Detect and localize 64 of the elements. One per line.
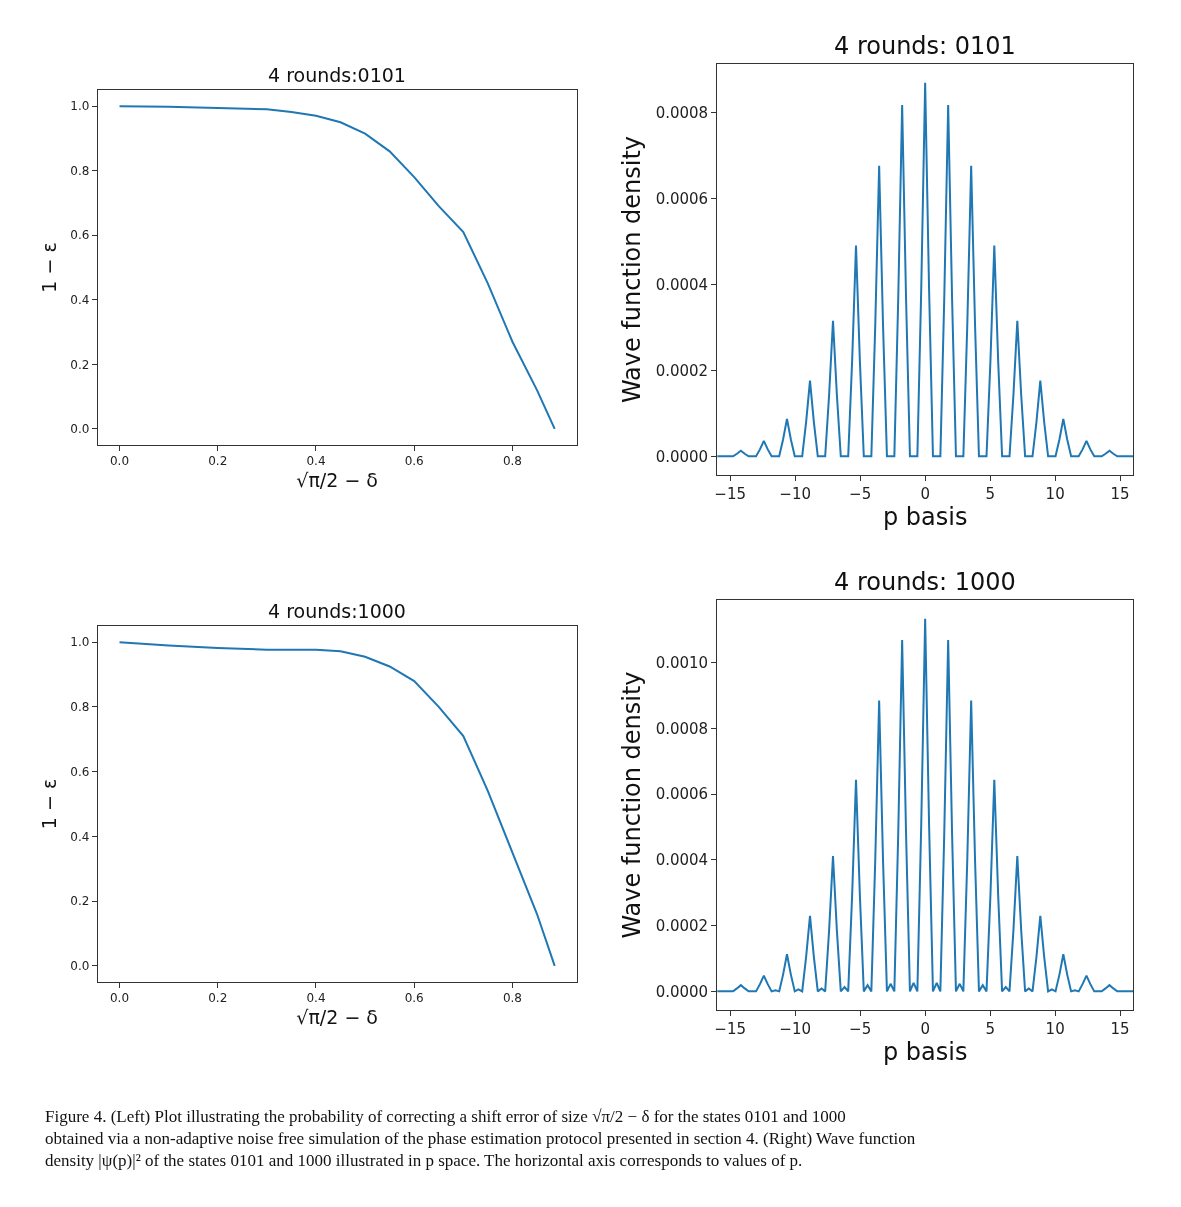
x-tick-label: −15	[714, 1020, 747, 1038]
x-tick-label: 0.6	[404, 991, 424, 1006]
caption: Figure 4. (Left) Plot illustrating the probability of correcting a shift error of size √π/2 − δ for the states 0101 and 1000 obtained via a non-adaptive noise free simulation of the phase estimation protocol presented in section 4. (Right) Wave function density |ψ(p)|² of the states 0101 and 1000 illustrated in p space. The horizontal axis corresponds to values of p.	[45, 1107, 916, 1171]
x-tick-label: 10	[1045, 1020, 1065, 1038]
x-tick-label: 15	[1110, 485, 1130, 503]
y-tick-label: 0.6	[70, 228, 90, 243]
y-axis-title: Wave function density	[617, 135, 646, 404]
y-axis-title: 1 − ε	[38, 242, 61, 293]
line-series	[118, 105, 556, 430]
y-axis-title: Wave function density	[617, 671, 646, 939]
y-tick-label: 0.0000	[655, 447, 709, 466]
x-tick-label: 0.0	[109, 454, 130, 469]
x-tick-label: −5	[849, 485, 872, 503]
y-tick-label: 0.0000	[655, 982, 709, 1001]
y-tick-label: 0.4	[70, 829, 90, 844]
x-tick-label: 0.2	[208, 991, 228, 1006]
x-tick-label: 0.8	[502, 991, 522, 1006]
x-tick-label: 0.6	[404, 454, 424, 469]
line-series	[717, 617, 1134, 993]
chart-title: 4 rounds:0101	[268, 64, 406, 86]
y-tick-label: 0.0010	[655, 654, 709, 673]
x-tick-label: 15	[1110, 1020, 1130, 1038]
chart-title: 4 rounds:1000	[268, 600, 406, 622]
y-tick-label: 0.4	[70, 292, 90, 307]
y-tick-label: 0.6	[70, 764, 90, 779]
x-tick-label: 5	[985, 485, 995, 503]
x-axis-title: p basis	[882, 1038, 968, 1067]
x-axis-title: √π/2 − δ	[296, 469, 378, 492]
y-tick-label: 1.0	[70, 635, 90, 650]
x-tick-label: −10	[779, 1020, 811, 1038]
y-tick-label: 0.0006	[655, 785, 709, 804]
x-tick-label: −15	[714, 485, 747, 503]
line-series	[118, 641, 556, 967]
y-tick-label: 0.0008	[655, 719, 709, 738]
x-axis-title: p basis	[882, 503, 968, 532]
x-tick-label: 5	[985, 1020, 995, 1038]
y-tick-label: 0.0	[70, 422, 90, 437]
y-axis-title: 1 − ε	[38, 778, 61, 830]
x-tick-label: 0	[920, 485, 930, 503]
y-tick-label: 0.0004	[655, 851, 709, 870]
x-tick-label: −5	[849, 1020, 872, 1038]
chart-title: 4 rounds: 0101	[834, 32, 1016, 60]
y-tick-label: 0.0008	[655, 103, 709, 122]
y-tick-label: 0.2	[70, 357, 90, 372]
y-tick-label: 0.0002	[655, 361, 709, 380]
x-tick-label: 0.4	[306, 454, 326, 469]
y-tick-label: 0.2	[70, 894, 90, 909]
y-tick-label: 0.0004	[655, 275, 709, 294]
y-tick-label: 0.8	[70, 700, 90, 715]
x-tick-label: 10	[1045, 485, 1065, 503]
x-tick-label: 0.2	[208, 454, 228, 469]
y-tick-label: 0.8	[70, 163, 90, 178]
y-tick-label: 0.0	[70, 959, 90, 974]
chart-title: 4 rounds: 1000	[834, 568, 1016, 596]
x-tick-label: −10	[779, 485, 811, 503]
y-tick-label: 0.0002	[655, 916, 709, 935]
x-tick-label: 0.4	[306, 991, 326, 1006]
x-tick-label: 0.0	[109, 991, 130, 1006]
line-series	[717, 81, 1134, 458]
x-axis-title: √π/2 − δ	[296, 1006, 378, 1029]
x-tick-label: 0.8	[502, 454, 522, 469]
y-tick-label: 1.0	[70, 99, 90, 114]
y-tick-label: 0.0006	[655, 189, 709, 208]
x-tick-label: 0	[920, 1020, 930, 1038]
